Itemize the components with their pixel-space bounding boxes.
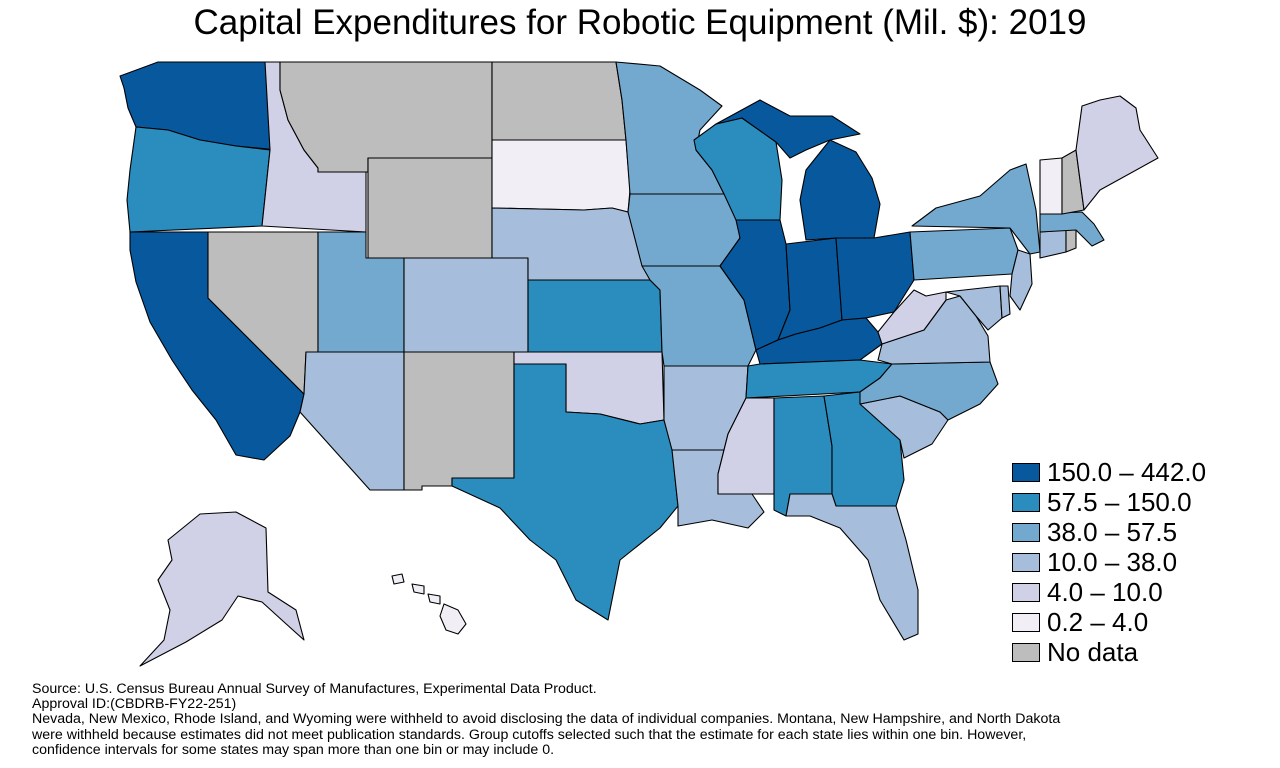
legend-item: 57.5 – 150.0 [1012, 487, 1206, 517]
legend-label: 57.5 – 150.0 [1047, 487, 1192, 517]
state-VT[interactable] [1039, 157, 1063, 215]
legend-swatch [1012, 582, 1040, 602]
state-IA[interactable] [627, 193, 741, 267]
state-WY[interactable] [367, 157, 493, 259]
state-AZ[interactable] [299, 351, 405, 491]
source-notes: Source: U.S. Census Bureau Annual Survey… [32, 681, 1262, 758]
state-HI[interactable] [439, 603, 467, 635]
note-line: Nevada, New Mexico, Rhode Island, and Wy… [32, 711, 1061, 728]
legend-swatch [1012, 522, 1040, 542]
legend-label: 38.0 – 57.5 [1047, 517, 1178, 547]
state-MS[interactable] [717, 397, 775, 495]
legend-swatch [1012, 642, 1040, 662]
state-CT[interactable] [1039, 229, 1067, 259]
state-NY[interactable] [911, 163, 1041, 255]
state-MI-upper[interactable] [715, 99, 861, 159]
legend-label: No data [1047, 637, 1139, 667]
state-DE[interactable] [999, 285, 1011, 319]
us-choropleth-map [119, 61, 1159, 667]
legend-swatch [1012, 612, 1040, 632]
legend-item: No data [1012, 637, 1206, 667]
state-SD[interactable] [491, 139, 631, 213]
state-TX[interactable] [451, 363, 679, 621]
legend-swatch [1012, 492, 1040, 512]
state-ND[interactable] [491, 61, 627, 141]
note-line: Approval ID:(CBDRB-FY22-251) [32, 696, 237, 713]
state-RI[interactable] [1065, 229, 1077, 253]
note-line: were withheld because estimates did not … [32, 726, 1027, 743]
state-AK[interactable] [139, 511, 305, 667]
state-KS[interactable] [527, 279, 663, 353]
state-PA[interactable] [909, 227, 1019, 281]
legend-item: 4.0 – 10.0 [1012, 577, 1206, 607]
legend-label: 0.2 – 4.0 [1047, 607, 1149, 637]
state-MI[interactable] [799, 139, 881, 241]
state-NM[interactable] [403, 351, 515, 491]
legend-label: 4.0 – 10.0 [1047, 577, 1163, 607]
legend-item: 38.0 – 57.5 [1012, 517, 1206, 547]
legend-item: 150.0 – 442.0 [1012, 457, 1206, 487]
state-MT[interactable] [279, 61, 493, 173]
legend-label: 10.0 – 38.0 [1047, 547, 1178, 577]
state-CO[interactable] [403, 257, 529, 353]
state-HI-islands[interactable] [391, 573, 441, 605]
note-line: Source: U.S. Census Bureau Annual Survey… [32, 681, 597, 697]
state-FL[interactable] [785, 493, 919, 641]
state-MA[interactable] [1039, 211, 1105, 247]
state-NJ[interactable] [1009, 249, 1033, 311]
legend: 150.0 – 442.0 57.5 – 150.0 38.0 – 57.5 10.0… [1012, 457, 1206, 667]
state-MN[interactable] [615, 61, 725, 195]
legend-swatch [1012, 462, 1040, 482]
legend-label: 150.0 – 442.0 [1047, 457, 1207, 487]
legend-item: 0.2 – 4.0 [1012, 607, 1206, 637]
note-line: confidence intervals for some states may… [32, 741, 555, 758]
state-NC[interactable] [859, 361, 999, 421]
legend-swatch [1012, 552, 1040, 572]
state-ME[interactable] [1075, 95, 1159, 211]
map-title: Capital Expenditures for Robotic Equipme… [193, 3, 1087, 42]
legend-item: 10.0 – 38.0 [1012, 547, 1206, 577]
state-WV[interactable] [877, 289, 947, 345]
